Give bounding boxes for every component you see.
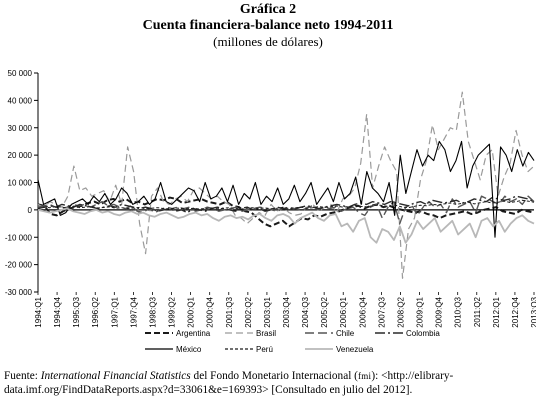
source-publication: International Financial Statistics	[40, 370, 191, 382]
x-tick-label: 2003:Q1	[263, 296, 272, 327]
x-tick-label: 1994:Q4	[53, 296, 62, 327]
y-tick-label: -20 000	[5, 261, 33, 270]
legend-label-venezuela: Venezuela	[336, 345, 374, 354]
x-tick-label: 2000:Q4	[206, 296, 215, 327]
series-line-colombia	[37, 195, 535, 214]
series-line-brasil	[37, 91, 535, 279]
legend-label-peru: Perú	[256, 345, 273, 354]
source-prefix: Fuente:	[4, 370, 41, 382]
y-tick-label: 30 000	[8, 124, 33, 133]
legend-label-brasil: Brasil	[256, 329, 276, 338]
x-tick-label: 2013:Q3	[530, 296, 536, 327]
series-line-mexico	[37, 140, 535, 238]
x-tick-label: 1994:Q1	[34, 296, 43, 327]
chart-heading: Gráfica 2 Cuenta financiera-balance neto…	[0, 2, 536, 49]
x-tick-label: 2009:Q1	[416, 296, 425, 327]
y-tick-label: 0	[28, 206, 33, 215]
x-tick-label: 2002:Q2	[244, 296, 253, 327]
legend-label-colombia: Colombia	[406, 329, 440, 338]
chart-title: Cuenta financiera-balance neto 1994-2011	[142, 18, 394, 33]
legend-label-chile: Chile	[336, 329, 355, 338]
x-tick-label: 1996:Q2	[91, 296, 100, 327]
x-tick-label: 2011:Q2	[473, 296, 482, 327]
x-tick-label: 2006:Q4	[358, 296, 367, 327]
source-note: Fuente: International Financial Statisti…	[4, 369, 534, 397]
series-line-venezuela	[37, 207, 535, 244]
x-tick-label: 2012:Q1	[492, 296, 501, 327]
line-chart: -30 000 -20 000 -10 000 0 10 000 20 000 30 000…	[5, 69, 536, 354]
series-line-peru	[37, 199, 535, 210]
y-tick-label: -30 000	[5, 288, 33, 297]
figure-label: Gráfica 2	[239, 2, 297, 17]
y-tick-label: 50 000	[8, 69, 33, 78]
x-tick-label: 1999:Q2	[168, 296, 177, 327]
x-tick-label: 2003:Q4	[282, 296, 291, 327]
x-tick-label: 2012:Q4	[511, 296, 520, 327]
legend-label-argentina: Argentina	[176, 329, 211, 338]
x-tick-label: 2008:Q2	[396, 296, 405, 327]
x-tick-label: 2001:Q3	[225, 296, 234, 327]
source-suffix: ): <http://elibrary-data.imf.org/FindDat…	[4, 370, 454, 396]
x-tick-label: 2006:Q1	[339, 296, 348, 327]
x-tick-label: 1995:Q3	[72, 296, 81, 327]
x-tick-label: 2000:Q1	[187, 296, 196, 327]
x-tick-label: 2005:Q2	[320, 296, 329, 327]
y-tick-label: 40 000	[8, 96, 33, 105]
x-tick-label: 1998:Q3	[148, 296, 157, 327]
source-abbr: fmi	[357, 371, 372, 381]
y-tick-label: 10 000	[8, 179, 33, 188]
x-tick-label: 1997:Q1	[110, 296, 119, 327]
x-tick-label: 2010:Q3	[454, 296, 463, 327]
source-middle: del Fondo Monetario Internacional (	[190, 370, 358, 382]
x-tick-label: 2009:Q4	[435, 296, 444, 327]
chart-subtitle: (millones de dólares)	[213, 34, 323, 49]
x-tick-label: 2007:Q3	[377, 296, 386, 327]
x-tick-label: 1997:Q4	[129, 296, 138, 327]
x-tick-label: 2004:Q3	[301, 296, 310, 327]
y-tick-label: 20 000	[8, 151, 33, 160]
legend-label-mexico: México	[176, 345, 202, 354]
y-tick-label: -10 000	[5, 233, 33, 242]
series-line-argentina	[37, 196, 535, 228]
